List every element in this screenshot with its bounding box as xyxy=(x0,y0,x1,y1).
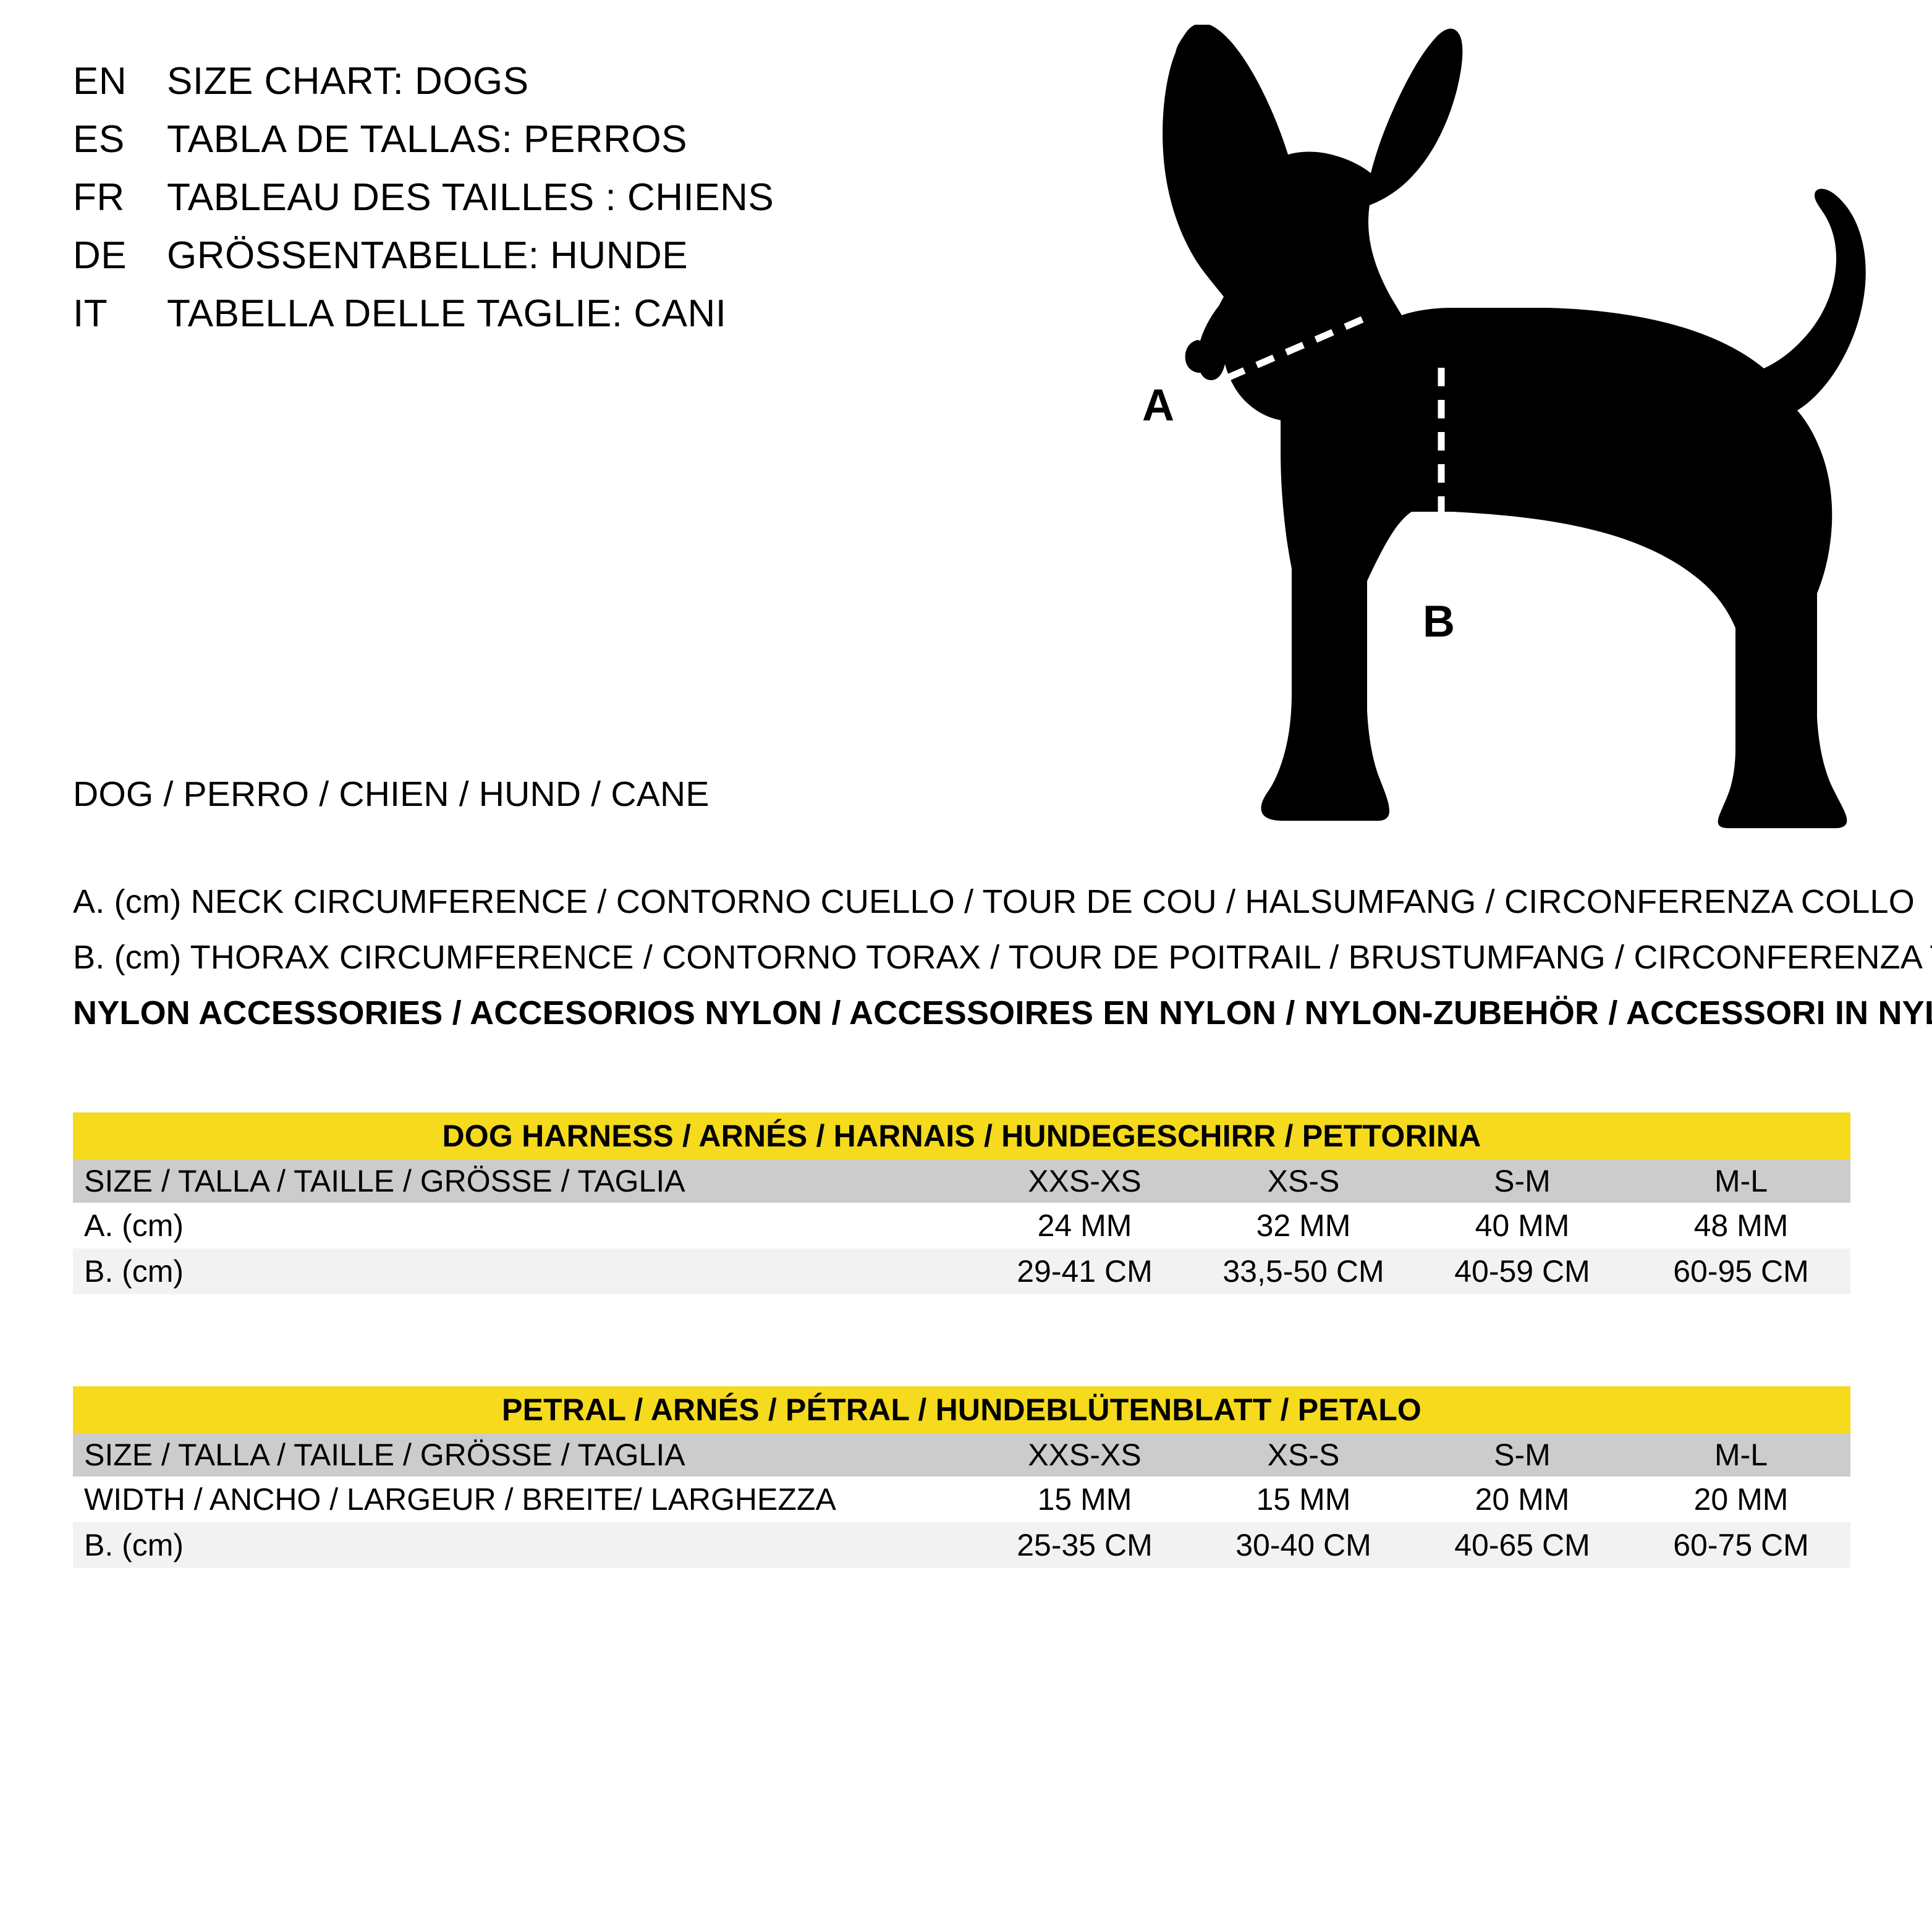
row-value: 20 MM xyxy=(1413,1477,1632,1522)
row-value: 40-65 CM xyxy=(1413,1522,1632,1568)
language-title-it: TABELLA DELLE TAGLIE: CANI xyxy=(167,292,727,335)
language-row-it: IT TABELLA DELLE TAGLIE: CANI xyxy=(73,292,1000,350)
table-header-row: SIZE / TALLA / TAILLE / GRÖSSE / TAGLIA … xyxy=(73,1159,1850,1203)
measurement-a-description: A. (cm) NECK CIRCUMFERENCE / CONTORNO CU… xyxy=(73,883,1915,920)
table-title-row: PETRAL / ARNÉS / PÉTRAL / HUNDEBLÜTENBLA… xyxy=(73,1386,1851,1433)
figure-caption: DOG / PERRO / CHIEN / HUND / CANE xyxy=(73,774,710,814)
language-row-fr: FR TABLEAU DES TAILLES : CHIENS xyxy=(73,176,1000,234)
language-row-es: ES TABLA DE TALLAS: PERROS xyxy=(73,117,1000,176)
language-code-it: IT xyxy=(73,292,108,335)
row-value: 15 MM xyxy=(1194,1477,1413,1522)
dog-harness-size-table: DOG HARNESS / ARNÉS / HARNAIS / HUNDEGES… xyxy=(73,1112,1850,1294)
language-code-es: ES xyxy=(73,118,125,161)
row-value: 25-35 CM xyxy=(975,1522,1194,1568)
language-title-de: GRÖSSENTABELLE: HUNDE xyxy=(167,234,688,277)
language-title-fr: TABLEAU DES TAILLES : CHIENS xyxy=(167,176,774,219)
table-title-row: DOG HARNESS / ARNÉS / HARNAIS / HUNDEGES… xyxy=(73,1112,1850,1159)
row-value: 60-75 CM xyxy=(1632,1522,1851,1568)
row-label: A. (cm) xyxy=(73,1203,975,1248)
measurement-b-description: B. (cm) THORAX CIRCUMFERENCE / CONTORNO … xyxy=(73,939,1932,976)
row-value: 48 MM xyxy=(1632,1203,1850,1248)
size-column-header-s-m: S-M xyxy=(1413,1433,1632,1477)
size-column-header-xs-s: XS-S xyxy=(1194,1159,1413,1203)
language-row-en: EN SIZE CHART: DOGS xyxy=(73,59,1000,117)
dog-muzzle-path xyxy=(1185,340,1211,373)
table-row: B. (cm) 25-35 CM 30-40 CM 40-65 CM 60-75… xyxy=(73,1522,1851,1568)
row-value: 33,5-50 CM xyxy=(1194,1248,1413,1294)
row-label: B. (cm) xyxy=(73,1522,975,1568)
size-label-header: SIZE / TALLA / TAILLE / GRÖSSE / TAGLIA xyxy=(73,1159,975,1203)
language-code-en: EN xyxy=(73,60,127,103)
row-value: 24 MM xyxy=(975,1203,1194,1248)
row-value: 40 MM xyxy=(1413,1203,1632,1248)
row-value: 29-41 CM xyxy=(975,1248,1194,1294)
size-column-header-xxs-xs: XXS-XS xyxy=(975,1433,1194,1477)
measurement-label-b: B xyxy=(1423,597,1455,646)
row-label: B. (cm) xyxy=(73,1248,975,1294)
table-title: DOG HARNESS / ARNÉS / HARNAIS / HUNDEGES… xyxy=(73,1112,1850,1159)
size-column-header-s-m: S-M xyxy=(1413,1159,1632,1203)
petral-size-table: PETRAL / ARNÉS / PÉTRAL / HUNDEBLÜTENBLA… xyxy=(73,1386,1851,1568)
size-column-header-m-l: M-L xyxy=(1632,1159,1850,1203)
row-value: 32 MM xyxy=(1194,1203,1413,1248)
language-title-block: EN SIZE CHART: DOGS ES TABLA DE TALLAS: … xyxy=(73,59,1000,350)
nylon-accessories-heading: NYLON ACCESSORIES / ACCESORIOS NYLON / A… xyxy=(73,994,1932,1032)
language-title-es: TABLA DE TALLAS: PERROS xyxy=(167,118,687,161)
table-title: PETRAL / ARNÉS / PÉTRAL / HUNDEBLÜTENBLA… xyxy=(73,1386,1851,1433)
row-value: 40-59 CM xyxy=(1413,1248,1632,1294)
row-value: 20 MM xyxy=(1632,1477,1851,1522)
dog-measurement-diagram: A B xyxy=(1106,25,1922,828)
language-code-fr: FR xyxy=(73,176,125,219)
row-value: 30-40 CM xyxy=(1194,1522,1413,1568)
row-label: WIDTH / ANCHO / LARGEUR / BREITE/ LARGHE… xyxy=(73,1477,975,1522)
language-row-de: DE GRÖSSENTABELLE: HUNDE xyxy=(73,234,1000,292)
table-header-row: SIZE / TALLA / TAILLE / GRÖSSE / TAGLIA … xyxy=(73,1433,1851,1477)
measurement-label-a: A xyxy=(1142,381,1174,430)
language-title-en: SIZE CHART: DOGS xyxy=(167,60,529,103)
language-code-de: DE xyxy=(73,234,127,277)
table-row: A. (cm) 24 MM 32 MM 40 MM 48 MM xyxy=(73,1203,1850,1248)
table-row: B. (cm) 29-41 CM 33,5-50 CM 40-59 CM 60-… xyxy=(73,1248,1850,1294)
table-row: WIDTH / ANCHO / LARGEUR / BREITE/ LARGHE… xyxy=(73,1477,1851,1522)
row-value: 60-95 CM xyxy=(1632,1248,1850,1294)
size-label-header: SIZE / TALLA / TAILLE / GRÖSSE / TAGLIA xyxy=(73,1433,975,1477)
size-column-header-m-l: M-L xyxy=(1632,1433,1851,1477)
size-column-header-xxs-xs: XXS-XS xyxy=(975,1159,1194,1203)
dog-body-path xyxy=(1163,25,1866,828)
size-column-header-xs-s: XS-S xyxy=(1194,1433,1413,1477)
dog-silhouette-icon xyxy=(1163,25,1866,828)
row-value: 15 MM xyxy=(975,1477,1194,1522)
